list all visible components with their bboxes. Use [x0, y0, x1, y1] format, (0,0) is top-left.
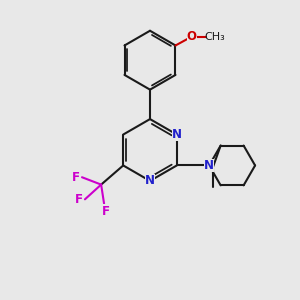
Text: F: F — [75, 193, 83, 206]
Text: N: N — [145, 174, 155, 188]
Text: F: F — [102, 205, 110, 218]
Text: N: N — [204, 159, 214, 172]
Text: O: O — [187, 30, 197, 43]
Text: CH₃: CH₃ — [205, 32, 226, 42]
Text: N: N — [172, 128, 182, 141]
Text: F: F — [72, 171, 80, 184]
